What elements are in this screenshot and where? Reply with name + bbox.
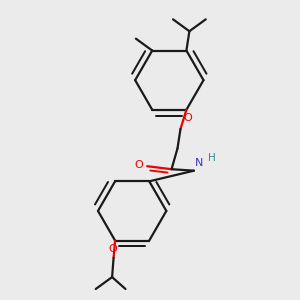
Text: O: O	[108, 244, 117, 254]
Text: O: O	[135, 160, 143, 170]
Text: H: H	[208, 153, 216, 163]
Text: O: O	[184, 113, 192, 123]
Text: N: N	[195, 158, 204, 168]
